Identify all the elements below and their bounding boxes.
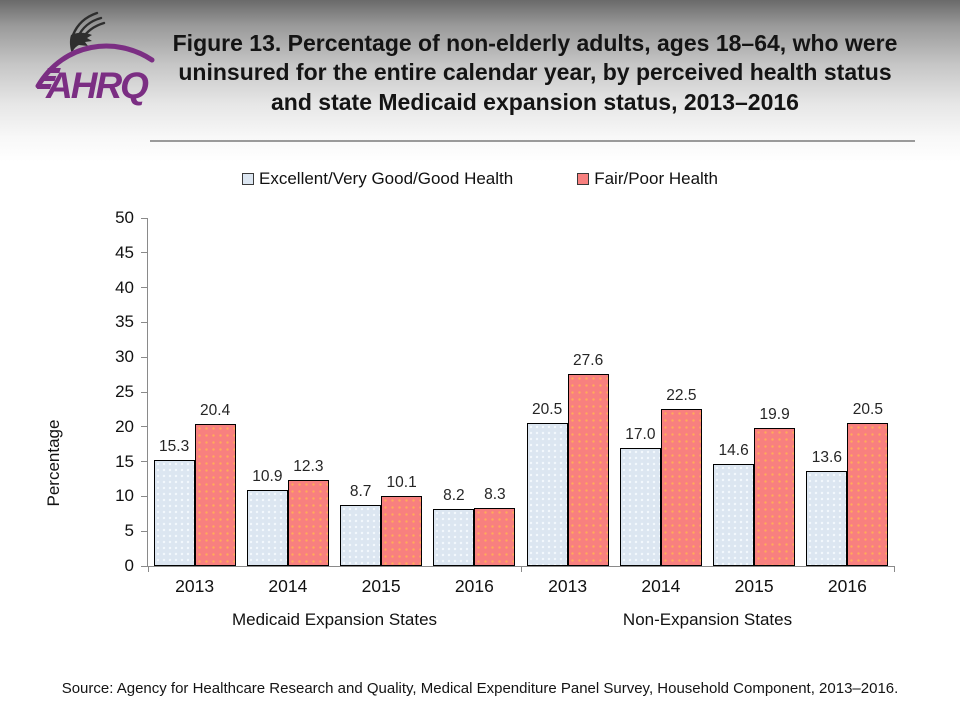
y-axis-tick — [141, 252, 148, 254]
y-axis-tick-label: 45 — [115, 242, 134, 262]
ahrq-wordmark: AHRQ — [45, 65, 149, 106]
bar-good-health — [713, 464, 755, 566]
y-axis-tick — [141, 356, 148, 358]
x-axis-tick — [520, 566, 522, 572]
legend-label-fair-poor: Fair/Poor Health — [594, 169, 718, 188]
bar-value-label: 12.3 — [293, 458, 324, 476]
bar-value-label: 20.4 — [200, 402, 231, 420]
x-axis-year-label: 2016 — [827, 576, 867, 596]
bar-value-label: 14.6 — [718, 442, 749, 460]
legend-swatch-good-health-icon — [242, 173, 254, 185]
y-axis-tick — [141, 217, 148, 219]
legend-swatch-fair-poor-icon — [577, 173, 590, 185]
y-axis-tick — [141, 461, 148, 463]
x-axis-year-label: 2016 — [454, 576, 494, 596]
y-axis-tick — [141, 391, 148, 393]
bar-fair-poor-health — [660, 409, 702, 566]
y-axis-tick-label: 0 — [124, 556, 134, 575]
y-axis-tick-label: 30 — [115, 347, 134, 367]
x-axis-group-label: Non-Expansion States — [622, 610, 793, 629]
bar-fair-poor-health — [194, 424, 236, 566]
bar-value-label: 17.0 — [625, 425, 656, 443]
x-axis-year-label: 2013 — [548, 576, 588, 596]
y-axis-tick — [141, 321, 148, 323]
bar-fair-poor-health — [567, 373, 609, 566]
bar-value-label: 8.3 — [484, 486, 506, 504]
bar-value-label: 10.1 — [386, 473, 417, 491]
bar-value-label: 8.2 — [443, 486, 465, 504]
bar-good-health — [526, 423, 568, 566]
legend-item-fair-poor: Fair/Poor Health — [577, 169, 718, 189]
y-axis-tick — [141, 426, 148, 428]
y-axis-title: Percentage — [44, 419, 63, 507]
bar-value-label: 10.9 — [252, 468, 283, 486]
bar-good-health — [153, 459, 195, 566]
bar-value-label: 20.5 — [532, 401, 563, 419]
legend-item-good-health: Excellent/Very Good/Good Health — [242, 169, 513, 189]
bar-fair-poor-health — [474, 508, 516, 566]
y-axis-tick-label: 10 — [115, 486, 134, 506]
y-axis-tick-label: 50 — [115, 208, 134, 227]
bar-value-label: 27.6 — [573, 351, 604, 369]
bar-fair-poor-health — [381, 495, 423, 566]
y-axis-tick-label: 35 — [115, 312, 134, 332]
y-axis-tick — [141, 565, 148, 567]
bar-fair-poor-health — [847, 423, 889, 566]
x-axis-year-label: 2013 — [175, 576, 215, 596]
bar-fair-poor-health — [287, 480, 329, 566]
bar-good-health — [806, 471, 848, 566]
plot-area: 0 5 10 15 20 25 30 35 40 45 50 15.3 20.4 2013 10.9 12.3… — [115, 208, 895, 629]
y-axis-tick-label: 40 — [115, 277, 134, 297]
bar-good-health — [340, 505, 382, 566]
bar-good-health — [246, 490, 288, 566]
bar-value-label: 22.5 — [666, 387, 697, 405]
x-axis-tick — [893, 566, 895, 572]
x-axis-year-label: 2015 — [734, 576, 774, 596]
x-axis-year-label: 2014 — [641, 576, 681, 596]
bar-value-label: 15.3 — [159, 437, 190, 455]
y-axis-tick — [141, 530, 148, 532]
x-axis-year-label: 2014 — [268, 576, 308, 596]
ahrq-speed-stripes — [37, 68, 61, 89]
y-axis-tick-label: 5 — [124, 521, 134, 541]
x-axis-year-label: 2015 — [361, 576, 401, 596]
x-axis-tick — [147, 566, 149, 572]
x-axis-group-label: Medicaid Expansion States — [231, 610, 438, 629]
header-gradient-band — [0, 0, 960, 162]
bar-good-health — [433, 508, 475, 566]
y-axis-tick — [141, 495, 148, 497]
bar-value-label: 13.6 — [811, 449, 842, 467]
legend-label-good-health: Excellent/Very Good/Good Health — [259, 169, 514, 188]
y-axis-tick-label: 15 — [115, 451, 134, 471]
bar-value-label: 19.9 — [759, 405, 790, 423]
bar-value-label: 8.7 — [349, 483, 372, 501]
bar-value-label: 20.5 — [852, 401, 883, 419]
hhs-eagle-body — [69, 32, 92, 54]
bar-good-health — [619, 447, 661, 566]
y-axis-tick-label: 25 — [115, 382, 134, 401]
y-axis-tick — [141, 287, 148, 289]
source-note: Source: Agency for Healthcare Research a… — [61, 680, 899, 697]
ahrq-logo: AHRQ — [35, 11, 155, 106]
bar-fair-poor-health — [754, 427, 796, 566]
y-axis-tick-label: 20 — [115, 416, 134, 436]
page-title: Figure 13. Percentage of non-elderly adu… — [172, 30, 898, 115]
chart-legend: Excellent/Very Good/Good Health Fair/Poo… — [0, 169, 960, 189]
title-divider — [150, 140, 915, 142]
